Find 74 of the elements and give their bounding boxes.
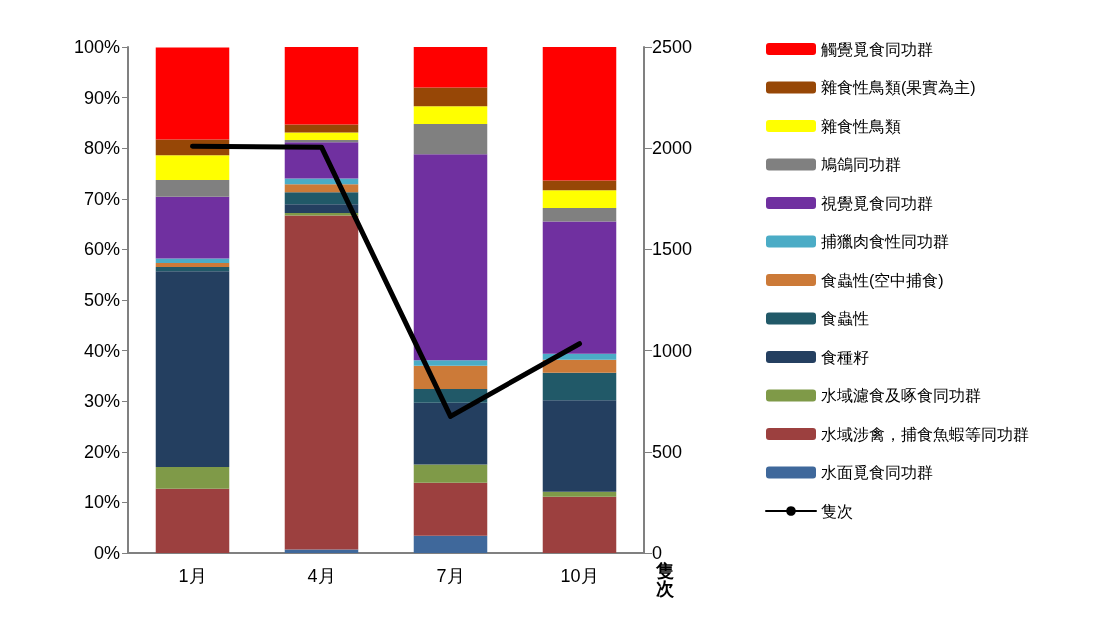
bar [542, 491, 617, 497]
bar [284, 184, 359, 193]
bar [542, 400, 617, 492]
bar [413, 402, 488, 465]
bar [413, 360, 488, 366]
bar [413, 47, 488, 88]
bar [413, 154, 488, 361]
bar [155, 271, 230, 467]
x-tick-label: 4月 [307, 566, 336, 586]
bar [284, 549, 359, 553]
bar [284, 204, 359, 213]
legend-label: 食蟲性(空中捕食) [821, 271, 944, 289]
legend-label: 捕獵肉食性同功群 [821, 233, 949, 250]
bar [542, 496, 617, 553]
bar [413, 535, 488, 553]
x-tick-label: 7月 [436, 566, 465, 586]
bar [155, 180, 230, 197]
legend-label: 水面覓食同功群 [821, 464, 933, 481]
y2-axis-title: 隻次 [655, 560, 675, 599]
y-tick-label: 70% [83, 188, 120, 209]
bar [542, 180, 617, 191]
x-tick-label: 10月 [560, 566, 599, 586]
y-tick-label: 100% [73, 37, 120, 57]
bar [155, 466, 230, 489]
bar [155, 488, 230, 553]
y2-tick-label: 0 [652, 543, 663, 563]
y-tick-label: 90% [83, 87, 120, 108]
bar [542, 221, 617, 354]
legend-label: 鳩鴿同功群 [821, 156, 901, 173]
y2-tick-label: 1500 [652, 239, 693, 260]
bar [413, 365, 488, 390]
y2-tick-label: 2500 [652, 37, 693, 57]
bar [542, 190, 617, 208]
bar [155, 47, 230, 140]
y-tick-label: 50% [83, 290, 120, 310]
x-tick-label: 1月 [178, 566, 207, 586]
y-tick-label: 40% [83, 340, 120, 361]
bar [413, 482, 488, 536]
legend-label: 水域濾食及啄食同功群 [821, 387, 981, 404]
legend-label: 雜食性鳥類(果實為主) [821, 79, 976, 96]
bar [155, 196, 230, 259]
bar [542, 207, 617, 222]
bar [413, 464, 488, 483]
legend-label: 視覺覓食同功群 [821, 194, 933, 212]
bar [155, 267, 230, 272]
legend-label: 食種籽 [821, 348, 869, 366]
legend-label: 隻次 [821, 502, 853, 520]
y-tick-label: 0% [93, 543, 120, 563]
bar [284, 47, 359, 125]
legend-label: 觸覺覓食同功群 [821, 40, 933, 58]
bar [284, 140, 359, 143]
legend-label: 雜食性鳥類 [821, 117, 901, 135]
legend-label: 食蟲性 [821, 310, 869, 327]
bar [284, 192, 359, 205]
bar [284, 215, 359, 550]
y2-tick-label: 1000 [652, 340, 693, 361]
bar [413, 87, 488, 107]
y2-tick-label: 500 [652, 441, 683, 462]
bar [284, 132, 359, 141]
y-tick-label: 20% [83, 441, 120, 462]
bar [155, 155, 230, 181]
bar [413, 123, 488, 155]
bar [155, 263, 230, 268]
y-tick-label: 10% [83, 492, 120, 513]
y2-tick-label: 2000 [652, 138, 693, 159]
bar [542, 47, 617, 181]
bar [542, 359, 617, 373]
legend-label: 水域涉禽，捕食魚蝦等同功群 [821, 425, 1029, 443]
y-tick-label: 80% [83, 138, 120, 159]
y-tick-label: 60% [83, 239, 120, 260]
bar [413, 106, 488, 124]
bar [284, 124, 359, 133]
y-tick-label: 30% [83, 391, 120, 412]
bar [542, 372, 617, 401]
